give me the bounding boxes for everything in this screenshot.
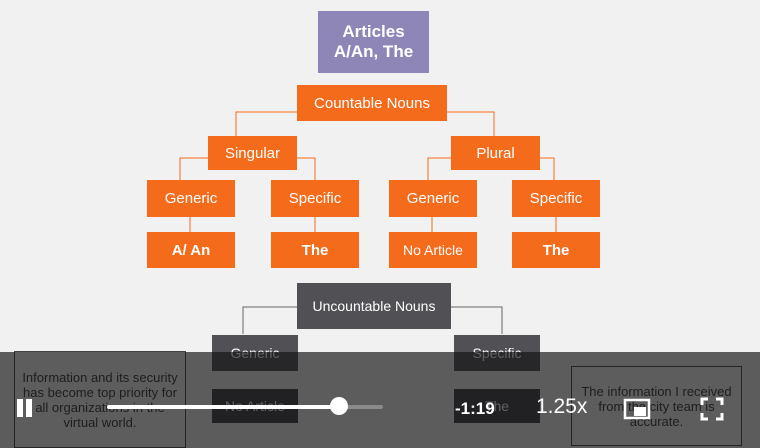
plural-generic-box: Generic bbox=[389, 180, 477, 217]
time-remaining: -1:19 bbox=[455, 399, 495, 418]
the-plural-box: The bbox=[512, 232, 600, 268]
title-line-1: Articles bbox=[342, 22, 405, 41]
pause-icon bbox=[17, 399, 23, 417]
seek-handle[interactable] bbox=[330, 397, 348, 415]
no-article-box: No Article bbox=[389, 232, 477, 268]
pause-button[interactable] bbox=[14, 397, 34, 419]
uncountable-nouns-box: Uncountable Nouns bbox=[297, 283, 451, 329]
plural-box: Plural bbox=[451, 136, 540, 170]
singular-generic-box: Generic bbox=[147, 180, 235, 217]
fullscreen-button[interactable] bbox=[700, 397, 724, 421]
title-line-2: A/An, The bbox=[333, 42, 414, 61]
picture-in-picture-icon bbox=[623, 398, 651, 420]
singular-specific-box: Specific bbox=[271, 180, 359, 217]
the-singular-box: The bbox=[271, 232, 359, 268]
singular-box: Singular bbox=[208, 136, 297, 170]
diagram-title: Articles A/An, The bbox=[318, 11, 429, 73]
fullscreen-icon bbox=[700, 397, 724, 421]
seek-bar-progress bbox=[107, 405, 339, 409]
picture-in-picture-button[interactable] bbox=[623, 397, 651, 421]
playback-speed-button[interactable]: 1.25x bbox=[536, 395, 588, 418]
a-an-box: A/ An bbox=[147, 232, 235, 268]
plural-specific-box: Specific bbox=[512, 180, 600, 217]
countable-nouns-box: Countable Nouns bbox=[297, 85, 447, 121]
pause-icon-bar bbox=[26, 399, 32, 417]
